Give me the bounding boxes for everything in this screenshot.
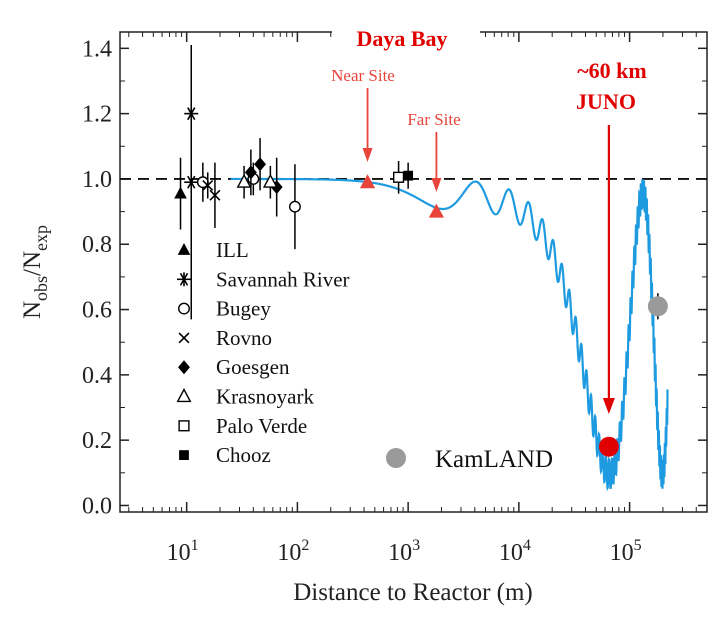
legend-label: Palo Verde (216, 414, 307, 438)
daya-bay-title-background (332, 22, 480, 54)
y-tick-label: 1.0 (82, 167, 112, 193)
series-krasnoyark (236, 165, 278, 199)
cross-marker-b (202, 180, 214, 191)
legend-item: Rovno (178, 326, 272, 350)
triangle-filled-marker (177, 243, 191, 255)
series-rovno (202, 162, 221, 228)
legend: ILL Savannah River Bugey Rovno Goesgen Krasno… (176, 238, 553, 473)
x-tick-label: 104 (499, 537, 531, 566)
juno-name-label: JUNO (576, 89, 636, 114)
diamond-filled-marker (254, 157, 267, 172)
square-open-marker (178, 420, 190, 432)
legend-item: Palo Verde (178, 414, 307, 438)
legend-item: Bugey (178, 297, 271, 321)
series-kamland (647, 293, 668, 320)
kamland-legend-marker (386, 448, 406, 468)
cross-marker-b (209, 189, 221, 201)
legend-label: ILL (216, 238, 249, 262)
daya-bay-triangle-marker (428, 203, 445, 218)
diamond-filled-marker (178, 360, 190, 375)
juno-distance-label: ~60 km (577, 58, 647, 83)
y-tick-label: 1.4 (82, 36, 112, 62)
legend-item: Chooz (179, 443, 271, 467)
legend-item: Savannah River (177, 267, 350, 291)
near-site-arrow-head (362, 148, 373, 162)
y-axis-label: Nobs/Nexp (19, 225, 51, 319)
near-site-label: Near Site (331, 66, 395, 85)
x-tick-label: 105 (610, 537, 642, 566)
cross-marker-b (178, 332, 190, 344)
legend-item-kamland: KamLAND (386, 446, 553, 473)
x-tick-label: 103 (388, 537, 420, 566)
triangle-filled-marker (174, 186, 187, 199)
kamland-circle-marker (647, 296, 668, 317)
square-open-marker (392, 171, 405, 183)
circle-open-marker (178, 302, 190, 315)
x-tick-label: 101 (167, 537, 199, 566)
legend-label: Rovno (216, 326, 272, 350)
far-site-label: Far Site (407, 110, 460, 129)
series-juno (598, 436, 619, 457)
annotations: Daya Bay Near Site Far Site ~60 km JUNO (331, 22, 647, 414)
y-tick-label: 0.8 (82, 232, 112, 258)
diamond-filled-marker (244, 165, 257, 180)
legend-label: Goesgen (216, 355, 290, 379)
legend-item: Goesgen (178, 355, 290, 379)
triangle-open-marker (236, 173, 252, 188)
triangle-open-marker (262, 173, 278, 188)
oscillation-curve-layer (230, 177, 669, 492)
legend-label: Chooz (216, 443, 271, 467)
legend-label: Krasnoyark (216, 385, 314, 409)
square-filled-marker (179, 450, 189, 460)
y-tick-label: 0.0 (82, 493, 112, 519)
oscillation-curve (230, 177, 669, 492)
legend-item: ILL (177, 238, 249, 262)
legend-label: Savannah River (216, 267, 350, 291)
kamland-legend-label: KamLAND (435, 446, 553, 473)
daya-bay-triangle-marker (359, 174, 376, 189)
daya-bay-title: Daya Bay (356, 26, 447, 51)
juno-arrow-head (602, 398, 615, 414)
y-tick-label: 0.4 (82, 363, 112, 389)
series-savannah-river (184, 45, 199, 320)
axis-ticks: 0.0 0.2 0.4 0.6 0.8 1.0 1.2 1.4 101 102 103 104 105 (82, 32, 708, 566)
series-goesgen (244, 138, 283, 217)
series-daya-bay (359, 174, 445, 218)
series-chooz (403, 162, 414, 189)
y-tick-label: 0.2 (82, 428, 112, 454)
series-ill (174, 157, 187, 230)
x-axis-label: Distance to Reactor (m) (293, 579, 533, 606)
x-tick-label: 102 (277, 537, 309, 566)
legend-label: Bugey (216, 297, 271, 321)
data-points-layer (174, 45, 668, 457)
legend-item: Krasnoyark (176, 385, 314, 409)
square-filled-marker (403, 170, 414, 181)
juno-circle-marker (598, 436, 619, 457)
circle-open-marker (288, 200, 301, 213)
y-tick-label: 1.2 (82, 102, 112, 128)
triangle-open-marker (176, 388, 192, 403)
far-site-arrow-head (431, 178, 442, 192)
y-tick-label: 0.6 (82, 298, 112, 324)
